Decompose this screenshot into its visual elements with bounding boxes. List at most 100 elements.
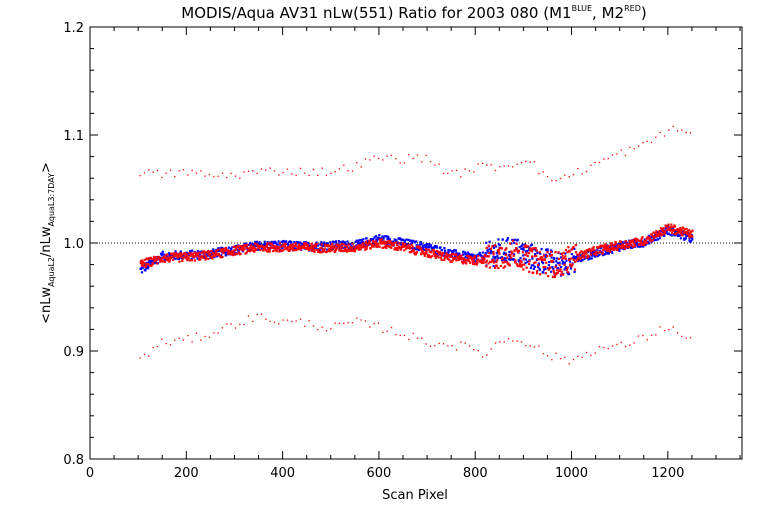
red-data-point [567, 246, 570, 249]
upper-bound-point [364, 158, 367, 160]
x-axis-label: Scan Pixel [382, 488, 448, 503]
red-data-point [193, 251, 196, 254]
lower-bound-point [291, 320, 293, 323]
blue-data-point [413, 241, 417, 244]
red-data-point [319, 250, 322, 254]
red-data-point [482, 259, 485, 262]
blue-data-point [275, 242, 278, 245]
upper-bound-point [334, 170, 336, 173]
blue-data-point [632, 238, 636, 241]
upper-bound-point [304, 172, 306, 174]
red-data-point [231, 250, 234, 253]
blue-data-point [555, 264, 558, 267]
x-tick-label: 0 [86, 466, 94, 481]
red-data-point [528, 260, 531, 263]
blue-data-point [520, 245, 523, 248]
blue-data-point [144, 269, 147, 272]
upper-bound-point [629, 146, 631, 149]
blue-data-point [277, 240, 280, 243]
red-data-point [546, 255, 549, 258]
x-tick-label: 600 [367, 466, 392, 481]
lower-bound-point [139, 357, 141, 359]
red-data-point [310, 245, 313, 248]
red-data-point [368, 239, 371, 242]
red-data-point [206, 251, 209, 254]
blue-data-point [290, 242, 293, 245]
lower-bound-point [533, 346, 536, 348]
red-data-point [433, 250, 436, 253]
red-data-point [245, 251, 249, 254]
red-data-point [499, 246, 502, 250]
lower-bound-point [525, 345, 527, 347]
red-data-point [385, 240, 389, 243]
red-data-point [140, 259, 143, 262]
blue-data-point [466, 251, 469, 254]
red-data-point [390, 246, 393, 250]
blue-data-point [344, 242, 347, 245]
blue-data-point [531, 257, 534, 260]
red-data-point [607, 244, 610, 247]
red-data-point [465, 258, 469, 261]
red-data-point [532, 271, 535, 274]
blue-data-point [357, 242, 360, 245]
red-data-point [405, 245, 408, 248]
red-data-point [451, 259, 454, 262]
red-data-point [299, 248, 302, 251]
upper-bound-point [161, 176, 163, 179]
lower-bound-point [208, 336, 211, 339]
red-data-point [433, 255, 437, 258]
red-data-point [679, 227, 682, 230]
red-data-point [344, 248, 347, 251]
blue-data-point [423, 244, 426, 247]
blue-data-point [216, 255, 219, 258]
blue-data-point [147, 265, 150, 268]
red-data-point [217, 253, 220, 256]
red-data-point [585, 251, 588, 254]
blue-data-point [600, 247, 603, 250]
upper-bound-point [282, 171, 284, 174]
blue-data-point [262, 243, 265, 246]
red-data-point [439, 256, 443, 259]
red-data-point [662, 230, 665, 233]
blue-data-point [267, 241, 271, 244]
upper-bound-point [243, 171, 245, 173]
blue-data-point [220, 254, 223, 257]
red-data-point [248, 247, 251, 250]
blue-data-point [399, 241, 402, 245]
red-data-point [413, 252, 416, 255]
red-data-point [680, 229, 684, 232]
blue-data-point [202, 255, 206, 258]
red-data-point [598, 250, 602, 254]
blue-data-point [443, 246, 446, 250]
red-data-point [250, 247, 253, 250]
red-data-point [427, 254, 431, 257]
blue-data-point [326, 248, 329, 251]
red-data-point [550, 253, 553, 257]
red-data-point [446, 253, 449, 256]
blue-data-point [524, 250, 527, 253]
blue-data-point [642, 245, 645, 248]
red-data-point [516, 264, 519, 267]
red-data-point [296, 246, 299, 249]
red-data-point [292, 246, 295, 249]
red-data-point [265, 245, 269, 248]
red-data-point [595, 253, 598, 257]
upper-bound-point [633, 148, 635, 150]
red-data-point [687, 234, 690, 237]
blue-data-point [505, 259, 508, 262]
lower-bound-point [334, 322, 336, 324]
lower-bound-point [594, 352, 596, 354]
red-data-point [570, 248, 574, 251]
blue-data-point [670, 234, 673, 237]
blue-data-point [568, 260, 572, 263]
lower-bound-point [321, 326, 323, 328]
upper-bound-point [408, 153, 410, 156]
red-data-point [549, 266, 552, 269]
red-data-point [538, 258, 541, 261]
red-data-point [295, 248, 298, 252]
blue-data-point [658, 236, 662, 240]
red-data-point [320, 243, 323, 246]
red-data-point [524, 253, 527, 256]
red-data-point [492, 253, 495, 256]
blue-data-point [519, 256, 522, 260]
